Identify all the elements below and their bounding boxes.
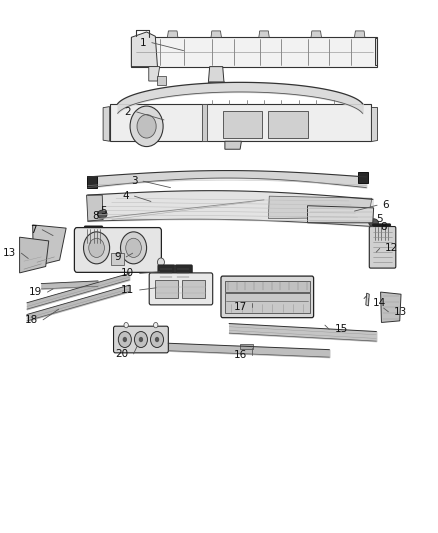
- Circle shape: [118, 332, 131, 348]
- Circle shape: [155, 337, 159, 342]
- Text: 4: 4: [123, 191, 129, 201]
- FancyBboxPatch shape: [369, 227, 396, 268]
- Polygon shape: [149, 67, 159, 81]
- Text: 11: 11: [121, 285, 134, 295]
- Text: 18: 18: [25, 315, 38, 325]
- Bar: [268, 111, 307, 138]
- FancyBboxPatch shape: [85, 226, 102, 245]
- FancyBboxPatch shape: [158, 265, 175, 280]
- Circle shape: [139, 337, 143, 342]
- Text: 8: 8: [92, 212, 99, 221]
- Text: 7: 7: [30, 225, 37, 235]
- Text: 12: 12: [385, 244, 398, 253]
- Polygon shape: [354, 31, 365, 37]
- Text: 1: 1: [140, 38, 147, 47]
- Ellipse shape: [97, 211, 107, 219]
- Polygon shape: [366, 293, 369, 306]
- Text: 2: 2: [125, 107, 131, 117]
- Circle shape: [84, 232, 110, 264]
- Circle shape: [130, 106, 163, 147]
- FancyBboxPatch shape: [175, 265, 192, 280]
- Circle shape: [134, 332, 148, 348]
- Polygon shape: [259, 31, 269, 37]
- Text: 19: 19: [29, 287, 42, 297]
- Polygon shape: [375, 38, 377, 65]
- Text: 5: 5: [100, 206, 106, 216]
- Polygon shape: [357, 172, 368, 183]
- Circle shape: [151, 332, 163, 348]
- Text: 14: 14: [373, 298, 386, 308]
- Text: 3: 3: [131, 176, 138, 186]
- Polygon shape: [103, 107, 110, 141]
- Bar: [225, 281, 310, 292]
- Circle shape: [123, 337, 127, 342]
- Polygon shape: [33, 225, 66, 266]
- Polygon shape: [307, 206, 374, 223]
- FancyBboxPatch shape: [149, 273, 213, 305]
- Circle shape: [89, 238, 104, 257]
- Polygon shape: [381, 292, 401, 322]
- Text: 8: 8: [380, 222, 387, 232]
- Polygon shape: [225, 141, 241, 149]
- Polygon shape: [311, 31, 321, 37]
- Polygon shape: [158, 76, 166, 85]
- Polygon shape: [268, 196, 372, 219]
- Circle shape: [137, 115, 156, 138]
- Circle shape: [158, 258, 164, 266]
- Polygon shape: [211, 31, 221, 37]
- Text: 15: 15: [335, 325, 348, 334]
- Polygon shape: [87, 195, 103, 221]
- Bar: [223, 111, 262, 138]
- Bar: [202, 104, 208, 141]
- Polygon shape: [87, 176, 96, 188]
- Circle shape: [126, 238, 141, 257]
- Text: 9: 9: [114, 252, 121, 262]
- Polygon shape: [20, 237, 49, 273]
- Bar: [225, 293, 310, 313]
- FancyBboxPatch shape: [74, 228, 161, 272]
- Bar: [110, 104, 371, 141]
- Bar: [182, 280, 205, 298]
- Polygon shape: [371, 107, 377, 141]
- Bar: [111, 253, 124, 265]
- Text: 17: 17: [233, 302, 247, 312]
- Text: 16: 16: [233, 350, 247, 360]
- Text: 6: 6: [382, 200, 389, 210]
- FancyBboxPatch shape: [372, 224, 391, 243]
- Circle shape: [154, 322, 158, 328]
- Polygon shape: [208, 67, 224, 83]
- Bar: [131, 37, 377, 67]
- Circle shape: [124, 322, 128, 328]
- Text: 10: 10: [121, 269, 134, 278]
- Text: 13: 13: [3, 248, 16, 258]
- Polygon shape: [131, 32, 158, 67]
- FancyBboxPatch shape: [113, 326, 168, 353]
- Ellipse shape: [369, 219, 378, 227]
- Bar: [155, 280, 178, 298]
- Text: 13: 13: [394, 307, 407, 317]
- Text: 5: 5: [376, 214, 383, 223]
- Circle shape: [120, 232, 147, 264]
- Bar: [240, 344, 253, 349]
- Text: 20: 20: [115, 349, 128, 359]
- FancyBboxPatch shape: [221, 276, 314, 318]
- Polygon shape: [167, 31, 178, 37]
